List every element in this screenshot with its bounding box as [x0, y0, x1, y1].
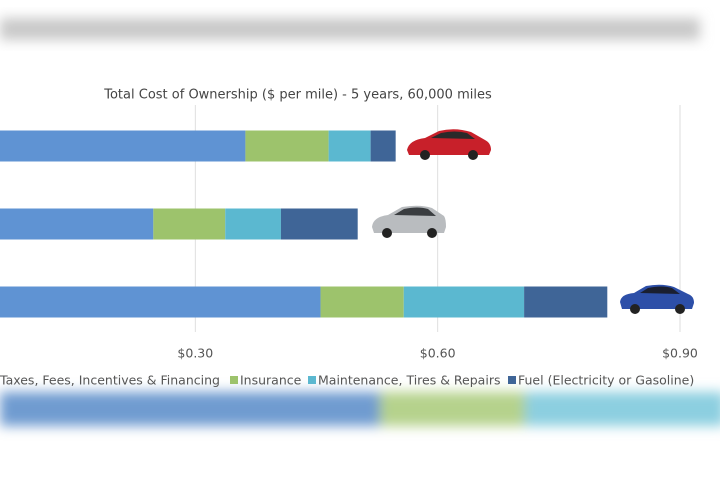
car-icon — [407, 129, 491, 160]
bar-segment — [328, 130, 371, 162]
legend-swatch — [308, 376, 316, 384]
bar-segment — [0, 130, 246, 162]
legend-swatch — [508, 376, 516, 384]
car-icon — [620, 284, 694, 314]
blurred-header — [0, 18, 700, 40]
bar-segment — [320, 286, 404, 318]
x-tick-label: $0.30 — [177, 346, 213, 361]
blurred-footer — [0, 392, 720, 426]
car-icon — [372, 205, 446, 238]
bar-segment — [524, 286, 608, 318]
bar-segment — [153, 208, 226, 240]
x-tick-label: $0.60 — [420, 346, 456, 361]
bar-segment — [280, 208, 358, 240]
bar-segment — [225, 208, 281, 240]
legend-label: Fuel (Electricity or Gasoline) — [518, 373, 694, 388]
bar-segment — [0, 286, 321, 318]
legend-label: Insurance — [240, 373, 302, 388]
chart-title: Total Cost of Ownership ($ per mile) - 5… — [103, 88, 492, 103]
x-tick-label: $0.90 — [662, 346, 698, 361]
legend-label: Taxes, Fees, Incentives & Financing — [0, 373, 220, 388]
legend-label: Maintenance, Tires & Repairs — [318, 373, 500, 388]
bar-segment — [370, 130, 396, 162]
bar-segment — [0, 208, 154, 240]
bar-segment — [403, 286, 525, 318]
bar-segment — [245, 130, 329, 162]
legend-swatch — [230, 376, 238, 384]
